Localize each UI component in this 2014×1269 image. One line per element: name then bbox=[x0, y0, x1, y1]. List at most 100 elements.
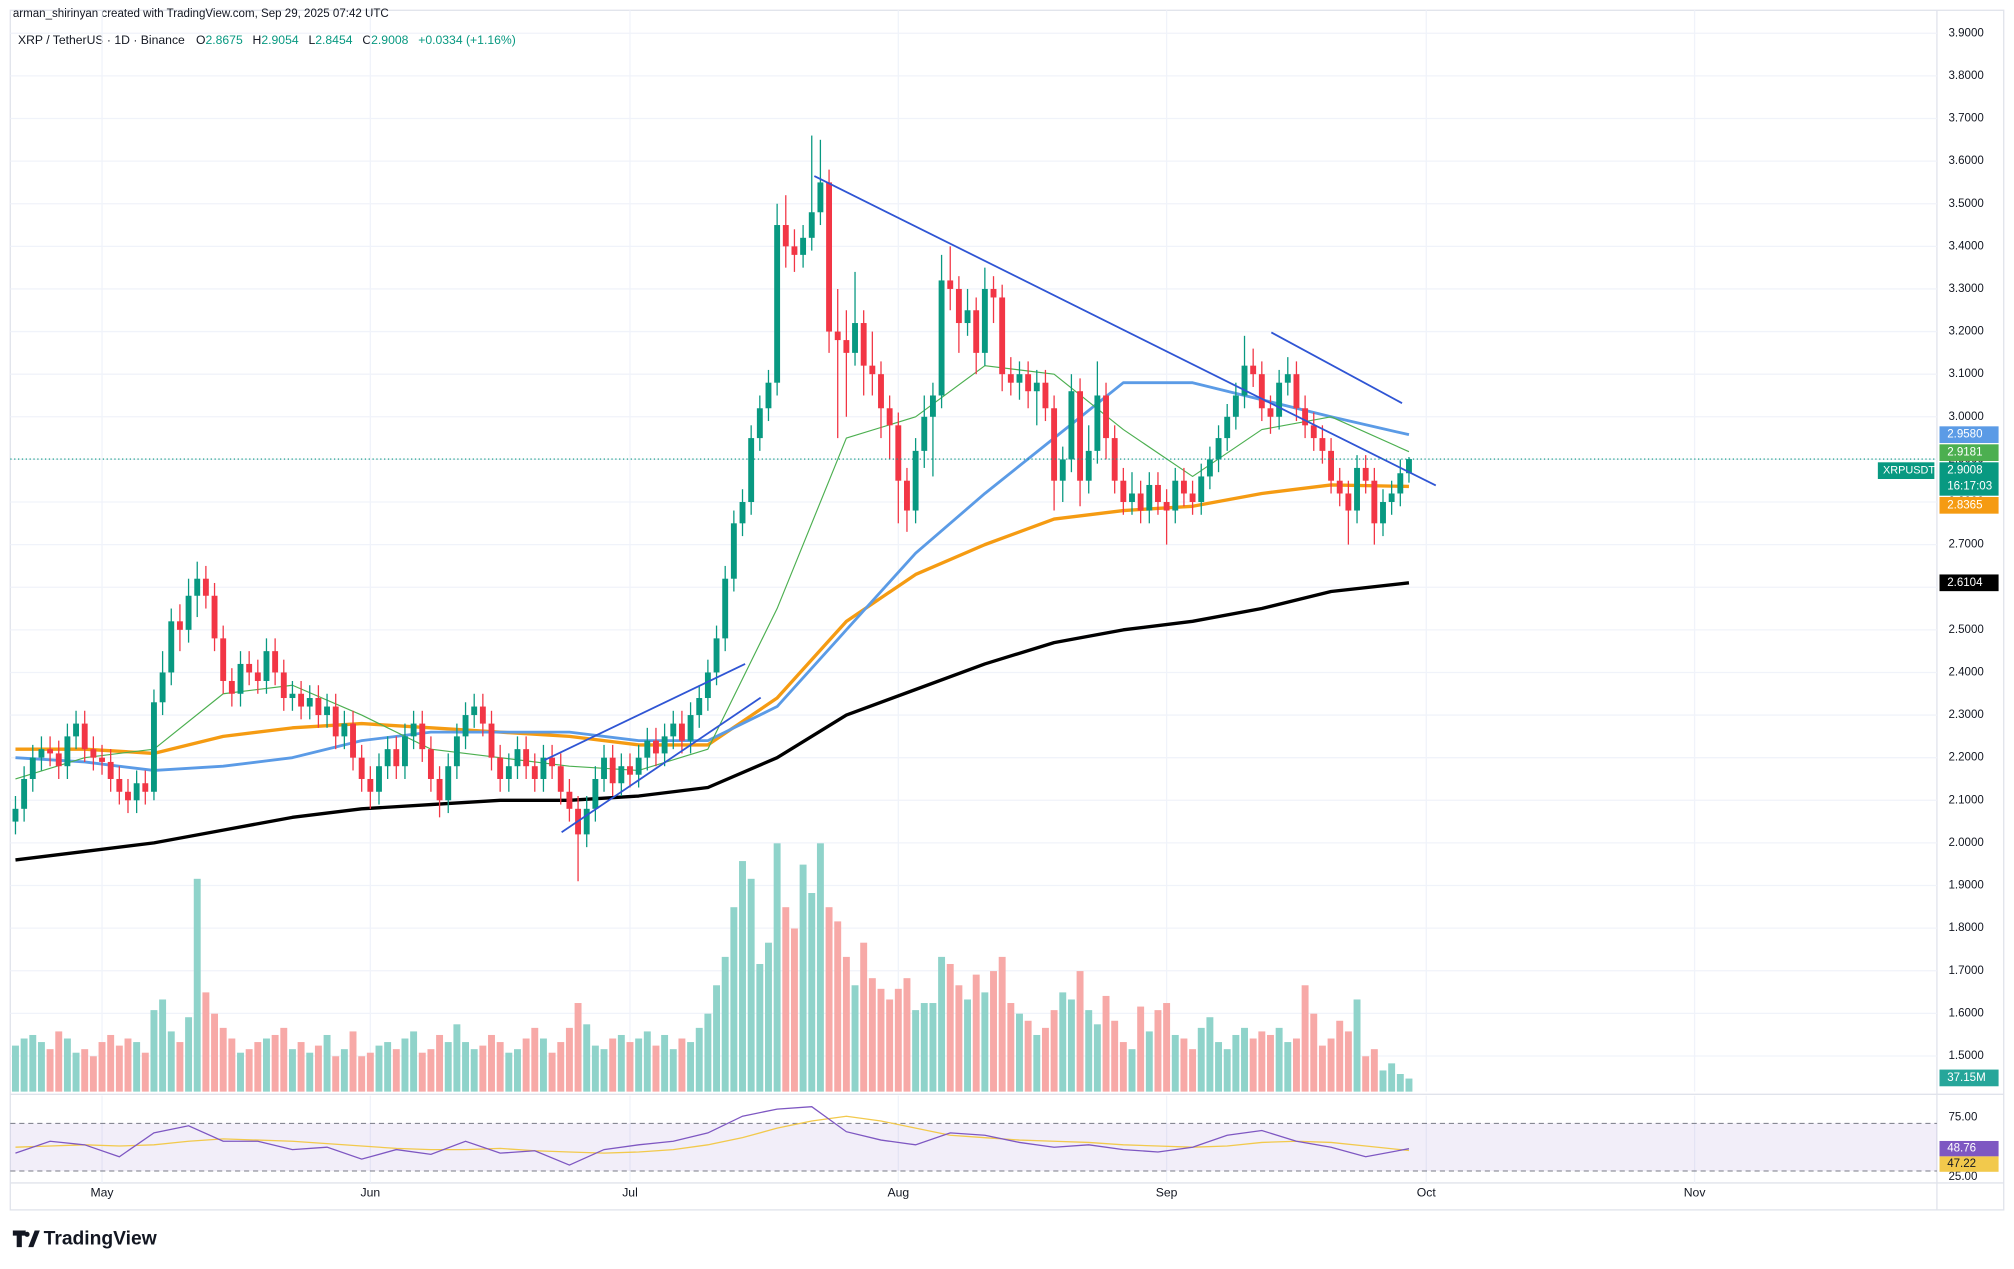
indicator-label: 2.9580 bbox=[1947, 429, 1982, 441]
candle-body bbox=[1137, 493, 1144, 511]
candle-body bbox=[791, 246, 798, 255]
logo[interactable]: TradingView bbox=[12, 1229, 158, 1250]
candle-body bbox=[1310, 425, 1317, 439]
candle-body bbox=[765, 382, 772, 409]
candle-body bbox=[1120, 480, 1127, 503]
volume-bar bbox=[453, 1024, 461, 1092]
y-tick-label: 3.4000 bbox=[1948, 240, 1983, 252]
candle-body bbox=[125, 791, 131, 801]
volume-bar bbox=[496, 1042, 504, 1092]
volume-bar bbox=[176, 1042, 184, 1092]
y-tick-label: 3.1000 bbox=[1948, 368, 1983, 380]
candle-body bbox=[410, 723, 417, 737]
volume-bar bbox=[1016, 1013, 1023, 1092]
volume-bar bbox=[1232, 1034, 1240, 1092]
volume-bar bbox=[1111, 1020, 1119, 1092]
volume-bar bbox=[107, 1034, 115, 1092]
volume-bar bbox=[1258, 1031, 1266, 1092]
candle-body bbox=[878, 374, 884, 409]
volume-bar bbox=[1388, 1063, 1396, 1092]
volume-bar bbox=[1241, 1027, 1248, 1092]
volume-bar bbox=[877, 988, 885, 1092]
volume-bar bbox=[29, 1034, 37, 1092]
candle-body bbox=[1388, 493, 1395, 503]
candle-body bbox=[583, 808, 590, 835]
ohlc-value: 2.8454 bbox=[315, 33, 352, 47]
volume-bar bbox=[1085, 1010, 1093, 1092]
volume-bar bbox=[531, 1027, 539, 1092]
y-tick-label: 1.8000 bbox=[1948, 922, 1983, 934]
candle-body bbox=[332, 706, 339, 737]
candle-body bbox=[159, 672, 166, 703]
volume-bar bbox=[81, 1049, 89, 1092]
candle-body bbox=[1111, 438, 1118, 481]
candle-body bbox=[384, 749, 391, 767]
candle-body bbox=[280, 672, 287, 699]
volume-bar bbox=[860, 942, 868, 1092]
indicator-label: 2.6104 bbox=[1947, 577, 1983, 589]
volume-bar bbox=[522, 1038, 530, 1092]
candle-body bbox=[904, 480, 910, 511]
candle-body bbox=[73, 723, 79, 737]
y-tick-label: 3.6000 bbox=[1948, 155, 1983, 167]
candle-body bbox=[627, 766, 633, 775]
volume-bar bbox=[1327, 1038, 1335, 1092]
x-tick-label: Oct bbox=[1417, 1185, 1437, 1199]
candle-body bbox=[185, 595, 192, 630]
candle-body bbox=[427, 749, 434, 779]
moving-average bbox=[15, 381, 1410, 772]
rsi-label-bg bbox=[1939, 1140, 1999, 1157]
volume-bar bbox=[903, 978, 911, 1092]
candle-body bbox=[1189, 493, 1196, 503]
logo-text: TradingView bbox=[44, 1229, 158, 1250]
y-tick-label: 2.0000 bbox=[1948, 837, 1983, 849]
candle-body bbox=[1094, 395, 1101, 451]
volume-bar bbox=[193, 878, 201, 1092]
trend-line bbox=[813, 175, 1437, 487]
candle-body bbox=[730, 523, 737, 579]
volume-bar bbox=[288, 1049, 296, 1092]
candle-body bbox=[990, 288, 997, 298]
candle-body bbox=[1328, 450, 1335, 481]
candle-body bbox=[1206, 459, 1213, 477]
candle-body bbox=[29, 757, 36, 779]
y-tick-label: 2.5000 bbox=[1948, 624, 1983, 636]
candle-body bbox=[81, 723, 88, 750]
candle-body bbox=[670, 723, 677, 737]
volume-bar bbox=[1050, 1010, 1058, 1092]
volume-bar bbox=[1076, 971, 1084, 1092]
ohlc-value: 2.9008 bbox=[371, 33, 408, 47]
candle-body bbox=[90, 749, 97, 758]
volume-bar bbox=[323, 1034, 331, 1092]
volume-bar bbox=[964, 999, 972, 1092]
volume-bar bbox=[687, 1042, 695, 1092]
x-tick-label: Aug bbox=[887, 1185, 909, 1199]
volume-bar bbox=[1215, 1042, 1223, 1092]
volume-bar bbox=[462, 1042, 470, 1092]
volume-bar bbox=[332, 1056, 340, 1092]
volume-bar bbox=[150, 1010, 158, 1092]
candle-body bbox=[1406, 459, 1412, 474]
volume-bar bbox=[1310, 1013, 1318, 1092]
candle-body bbox=[272, 651, 279, 673]
candle-body bbox=[782, 225, 789, 247]
indicator-label-bg bbox=[1939, 496, 1999, 514]
y-tick-label: 2.1000 bbox=[1948, 794, 1983, 806]
volume-bar bbox=[912, 1010, 920, 1092]
y-tick-label: 1.6000 bbox=[1948, 1007, 1983, 1019]
volume-bar bbox=[167, 1031, 175, 1092]
volume-bar bbox=[782, 907, 790, 1092]
volume-bar bbox=[1206, 1017, 1214, 1092]
volume-bar bbox=[219, 1027, 227, 1092]
candle-body bbox=[687, 715, 694, 741]
candle-body bbox=[133, 783, 140, 801]
volume-bar bbox=[1102, 995, 1110, 1092]
candle-body bbox=[324, 706, 331, 716]
volume-bar bbox=[591, 1045, 599, 1092]
candle-body bbox=[402, 736, 408, 767]
volume-bar bbox=[280, 1027, 288, 1092]
candle-body bbox=[964, 310, 971, 324]
candle-body bbox=[696, 698, 703, 716]
indicator-label: 2.8365 bbox=[1947, 499, 1982, 511]
